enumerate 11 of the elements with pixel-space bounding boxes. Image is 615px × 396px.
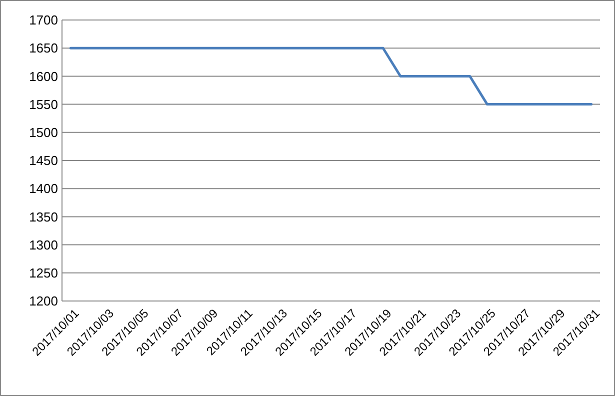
y-tick-label: 1600 bbox=[29, 68, 58, 84]
y-tick-label: 1250 bbox=[29, 265, 58, 280]
y-tick-label: 1550 bbox=[29, 96, 58, 112]
y-tick-label: 1700 bbox=[29, 12, 58, 28]
y-tick-label: 1300 bbox=[29, 237, 58, 252]
y-tick-label: 1350 bbox=[29, 209, 58, 224]
y-tick-label: 1650 bbox=[29, 40, 58, 56]
y-tick-label: 1200 bbox=[29, 294, 58, 309]
y-tick-label: 1500 bbox=[29, 124, 58, 140]
y-tick-label: 1400 bbox=[29, 181, 58, 196]
y-tick-label: 1450 bbox=[29, 153, 58, 168]
